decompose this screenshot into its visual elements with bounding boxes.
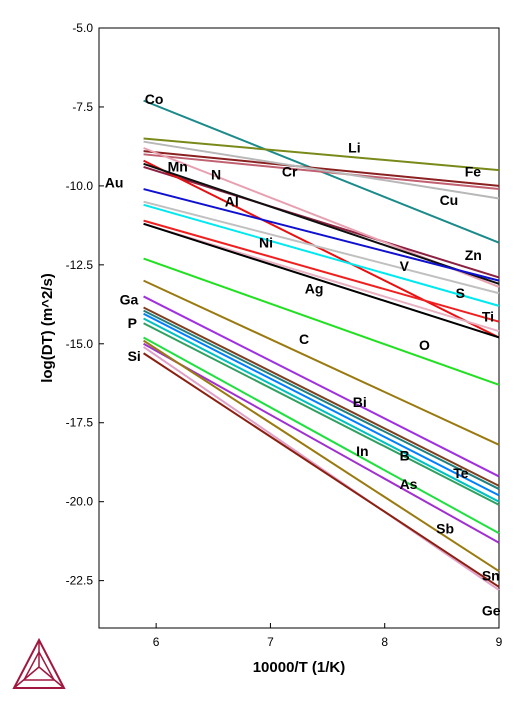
series-line-fe: [143, 150, 500, 187]
series-label-al: Al: [225, 193, 239, 209]
series-line-b: [143, 312, 500, 497]
series-label-ni: Ni: [259, 234, 273, 250]
series-line-cu: [143, 140, 500, 200]
series-label-layer: Co Li Mn Cr Fe Au NAl Cu Ni Zn V Ag S Ti Ga P C O Si Bi In B T…: [105, 91, 501, 619]
series-line-c: [143, 279, 500, 446]
series-label-zn: Zn: [465, 247, 482, 263]
series-line-as: [143, 336, 500, 535]
y-axis-ticks: -5.0 -7.5 -10.0 -12.5 -15.0 -17.5 -20.0 -22.5: [66, 21, 104, 588]
series-label-ti: Ti: [482, 309, 494, 325]
series-label-bi: Bi: [353, 394, 367, 410]
series-label-n: N: [211, 167, 221, 183]
x-tick-label: 7: [267, 635, 274, 649]
series-line-n: [143, 159, 500, 339]
series-label-cr: Cr: [282, 163, 298, 179]
x-tick-label: 8: [381, 635, 388, 649]
series-label-cu: Cu: [440, 192, 459, 208]
series-line-o: [143, 257, 500, 386]
y-tick-label: -20.0: [66, 495, 94, 509]
series-label-te: Te: [453, 465, 469, 481]
series-label-as: As: [400, 476, 418, 492]
series-line-li: [143, 137, 500, 172]
series-line-sb: [143, 342, 500, 544]
series-label-au: Au: [105, 174, 124, 190]
plot-frame: [98, 27, 500, 629]
y-axis-title: log(DT) (m^2/s): [39, 273, 56, 383]
series-line-s: [143, 203, 500, 307]
series-layer: [143, 99, 500, 591]
series-line-ga: [143, 306, 500, 487]
series-label-b: B: [400, 448, 410, 464]
x-axis-ticks: 6 7 8 9: [153, 623, 503, 649]
series-label-co: Co: [145, 91, 164, 107]
series-line-p: [143, 317, 500, 503]
series-line-cr: [143, 153, 500, 191]
series-label-sb: Sb: [436, 520, 454, 536]
series-line-ni: [143, 219, 500, 323]
series-label-s: S: [456, 285, 465, 301]
series-label-p: P: [128, 315, 137, 331]
y-tick-label: -12.5: [66, 258, 94, 272]
series-label-li: Li: [348, 140, 360, 156]
series-label-mn: Mn: [168, 159, 188, 175]
y-tick-label: -17.5: [66, 416, 94, 430]
series-label-ag: Ag: [305, 280, 324, 296]
series-label-fe: Fe: [465, 163, 482, 179]
series-label-c: C: [299, 331, 309, 347]
thermo-calc-triangle-logo: [12, 637, 66, 689]
series-line-te: [143, 309, 500, 490]
y-tick-label: -5.0: [72, 21, 93, 35]
series-line-si: [143, 352, 500, 588]
series-line-al: [143, 200, 500, 295]
x-tick-label: 6: [153, 635, 160, 649]
series-label-in: In: [356, 443, 368, 459]
series-label-v: V: [400, 258, 410, 274]
series-line-bi: [143, 295, 500, 478]
series-line-sn: [143, 339, 500, 572]
series-line-mn: [143, 165, 500, 279]
series-label-o: O: [419, 337, 430, 353]
x-axis-title: 10000/T (1/K): [253, 659, 346, 676]
series-label-sn: Sn: [482, 568, 500, 584]
x-tick-label: 9: [496, 635, 503, 649]
series-line-au: [143, 188, 500, 282]
y-tick-label: -15.0: [66, 337, 94, 351]
series-label-ga: Ga: [120, 291, 139, 307]
series-line-v: [143, 162, 500, 285]
series-label-ge: Ge: [482, 602, 501, 618]
y-tick-label: -7.5: [72, 100, 93, 114]
y-tick-label: -22.5: [66, 574, 94, 588]
series-line-ge: [143, 346, 500, 591]
series-line-ti: [143, 222, 500, 333]
series-label-si: Si: [128, 348, 141, 364]
series-line-ag: [143, 222, 500, 339]
y-tick-label: -10.0: [66, 179, 94, 193]
series-line-in: [143, 322, 500, 506]
